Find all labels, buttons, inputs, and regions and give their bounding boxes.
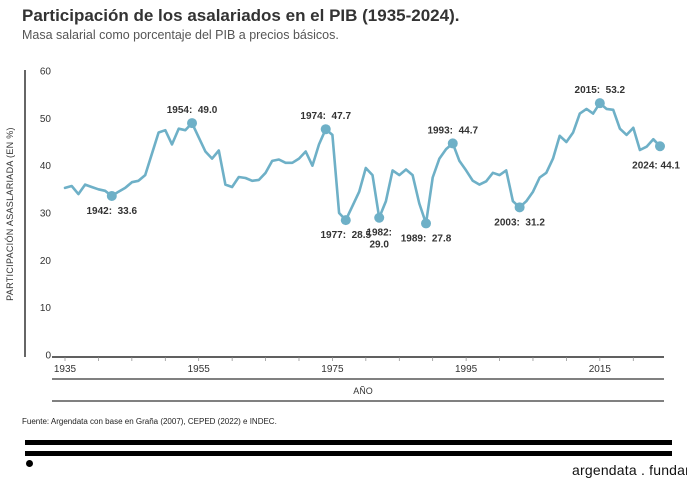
x-tick-label: 1935	[54, 364, 77, 375]
highlight-point	[187, 118, 198, 129]
y-tick-label: 50	[40, 114, 52, 125]
highlight-point	[421, 218, 432, 229]
highlight-point	[514, 202, 525, 213]
point-label: 1974: 47.7	[300, 111, 351, 122]
point-label: 1982:	[366, 228, 392, 239]
point-label: 2024: 44.1	[632, 160, 680, 171]
highlight-point	[340, 215, 351, 226]
chart-subtitle: Masa salarial como porcentaje del PIB a …	[22, 28, 339, 42]
y-tick-label: 0	[45, 351, 51, 362]
x-tick-label: 1955	[188, 364, 211, 375]
y-tick-label: 40	[40, 161, 52, 172]
point-label: 1989: 27.8	[401, 233, 452, 244]
point-label: 29.0	[369, 240, 389, 251]
x-axis-title: AÑO	[353, 386, 373, 396]
x-tick-label: 1975	[321, 364, 344, 375]
point-label: 2015: 53.2	[575, 85, 626, 96]
y-tick-label: 20	[40, 256, 52, 267]
brand-logo: argendata . fundar	[572, 462, 687, 478]
source-note: Fuente: Argendata con base en Graña (200…	[22, 417, 277, 426]
point-label: 1977: 28.5	[320, 230, 371, 241]
footer-dot	[26, 460, 33, 467]
point-label: 2003: 31.2	[494, 217, 545, 228]
footer-rule-bottom	[25, 451, 672, 456]
chart-title: Participación de los asalariados en el P…	[22, 6, 460, 25]
line-chart: 0 10 20 30 40 50 60 1935 1955 1975 1995 2015 AÑO PART…	[5, 67, 680, 402]
y-tick-label: 10	[40, 303, 52, 314]
point-label: 1942: 33.6	[86, 206, 137, 217]
highlight-point	[447, 138, 458, 149]
highlight-point	[320, 124, 331, 135]
series-line	[63, 101, 662, 225]
point-label: 1993: 44.7	[427, 125, 478, 136]
highlight-point	[106, 190, 117, 201]
highlight-point	[594, 98, 605, 109]
y-axis-title: PARTICIPACIÓN ASASLARIADA (EN %)	[5, 127, 15, 301]
highlight-point	[374, 212, 385, 223]
footer-rule-top	[25, 440, 672, 445]
y-tick-label: 60	[40, 67, 52, 78]
x-tick-label: 2015	[589, 364, 612, 375]
x-tick-label: 1995	[455, 364, 478, 375]
highlight-point	[655, 141, 665, 152]
y-tick-label: 30	[40, 209, 52, 220]
point-label: 1954: 49.0	[167, 105, 218, 116]
